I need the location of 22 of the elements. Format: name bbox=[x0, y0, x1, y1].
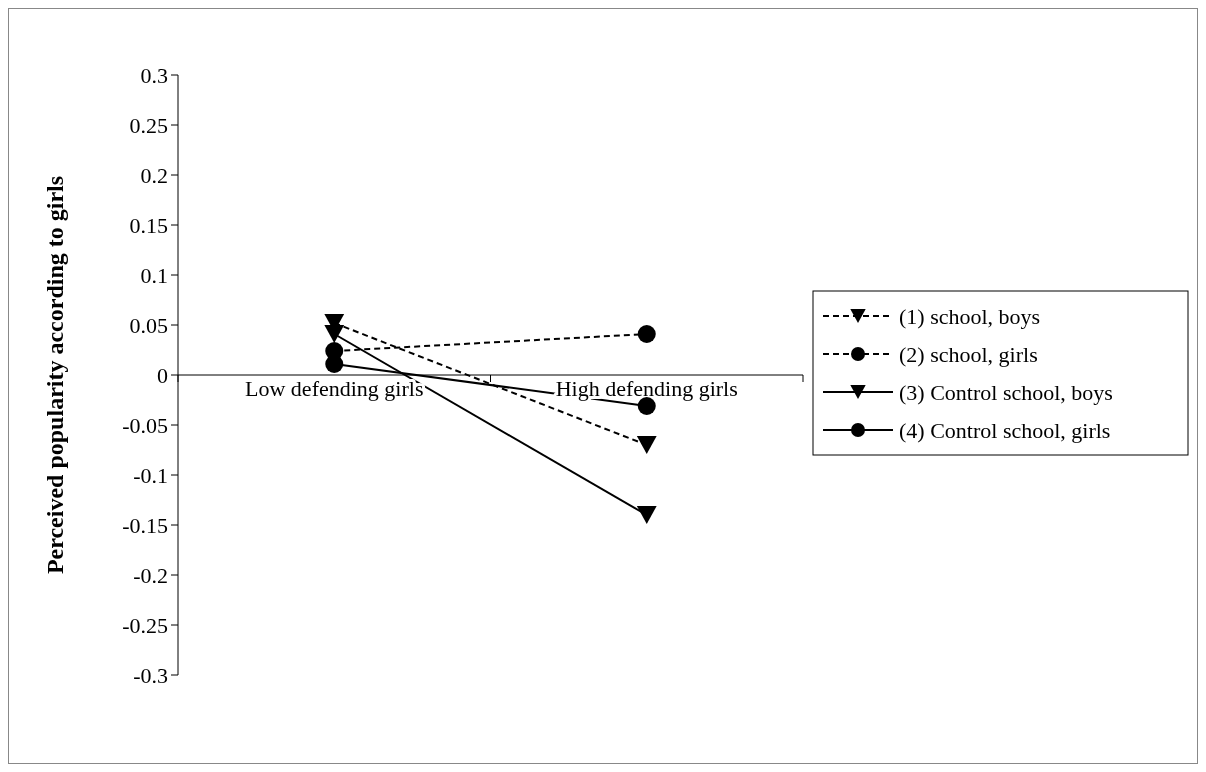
y-tick-label: -0.3 bbox=[133, 662, 168, 688]
point bbox=[325, 355, 344, 373]
x-tick-label: Low defending girls bbox=[245, 376, 424, 401]
legend-label: (4) Control school, girls bbox=[899, 417, 1111, 443]
y-tick-label: 0.1 bbox=[140, 262, 168, 288]
y-tick-label: 0.05 bbox=[129, 312, 168, 338]
y-tick-label: -0.05 bbox=[122, 412, 168, 438]
y-tick-label: -0.1 bbox=[133, 462, 168, 488]
y-tick-label: -0.25 bbox=[122, 612, 168, 638]
y-tick-label: -0.15 bbox=[122, 512, 168, 538]
legend-label: (2) school, girls bbox=[899, 341, 1038, 367]
point bbox=[637, 325, 656, 343]
y-tick-label: 0 bbox=[157, 362, 168, 388]
y-axis-title: Perceived popularity according to girls bbox=[42, 175, 68, 575]
y-tick-label: 0.2 bbox=[140, 162, 168, 188]
y-tick-label: -0.2 bbox=[133, 562, 168, 588]
y-tick-label: 0.3 bbox=[140, 62, 168, 88]
x-tick-label: High defending girls bbox=[555, 376, 738, 401]
legend-label: (3) Control school, boys bbox=[899, 379, 1113, 405]
legend-label: (1) school, boys bbox=[899, 303, 1041, 329]
y-tick-label: 0.15 bbox=[129, 212, 168, 238]
y-tick-label: 0.25 bbox=[129, 112, 168, 138]
